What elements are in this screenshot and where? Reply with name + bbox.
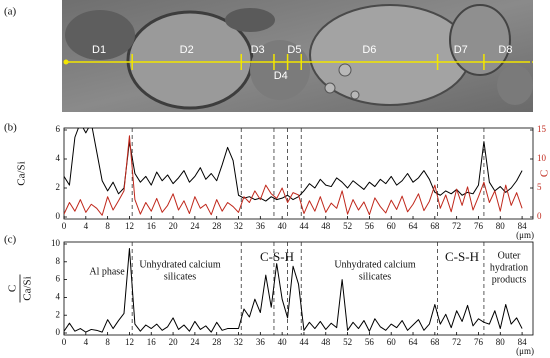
annotation: Unhydrated calcium	[139, 259, 221, 270]
x-tick-label: 24	[190, 221, 200, 231]
y-tick-label: 6	[56, 124, 61, 134]
x-tick-label: 64	[409, 337, 419, 347]
sem-image	[62, 0, 533, 112]
x-tick-label: 48	[321, 221, 331, 231]
segment-label: D4	[274, 70, 288, 82]
y-tick-label: 2	[56, 182, 61, 192]
annotation: products	[492, 274, 527, 285]
x-unit: (μm)	[516, 230, 534, 240]
segment-label: D5	[287, 44, 301, 56]
x-tick-label: 68	[430, 337, 440, 347]
x-tick-label: 16	[147, 221, 157, 231]
y-tick-label: 2	[56, 309, 61, 319]
panel-label: (b)	[4, 122, 17, 134]
x-tick-label: 52	[343, 337, 352, 347]
data-line	[64, 128, 523, 202]
y2-tick-label: 5	[537, 182, 542, 192]
y2-tick-label: 10	[537, 153, 547, 163]
x-tick-label: 56	[365, 337, 375, 347]
y-label-denominator: Ca/Si	[22, 276, 34, 300]
y2-tick-label: 0	[537, 211, 542, 221]
annotation: Unhydrated calcium	[334, 259, 416, 270]
x-tick-label: 0	[62, 221, 67, 231]
x-tick-label: 8	[105, 221, 110, 231]
x-tick-label: 60	[387, 337, 397, 347]
x-tick-label: 76	[474, 337, 484, 347]
x-tick-label: 12	[125, 221, 134, 231]
panel-label: (c)	[4, 234, 17, 246]
y-tick-label: 6	[56, 274, 61, 284]
x-tick-label: 84	[518, 337, 528, 347]
segment-label: D7	[454, 44, 468, 56]
y2-tick-label: 15	[537, 124, 547, 134]
x-tick-label: 60	[387, 221, 397, 231]
segment-label: D3	[251, 44, 265, 56]
x-tick-label: 80	[496, 337, 506, 347]
y-tick-label: 10	[51, 238, 61, 248]
data-line	[64, 247, 523, 333]
x-tick-label: 72	[452, 337, 461, 347]
x-tick-label: 84	[518, 221, 528, 231]
scan-start	[63, 59, 69, 65]
x-tick-label: 20	[169, 221, 179, 231]
x-tick-label: 64	[409, 221, 419, 231]
annotation: Outer	[498, 250, 521, 261]
x-tick-label: 36	[256, 337, 266, 347]
x-tick-label: 40	[278, 221, 288, 231]
x-tick-label: 24	[190, 337, 200, 347]
x-tick-label: 0	[62, 337, 67, 347]
x-tick-label: 44	[299, 337, 309, 347]
x-tick-label: 76	[474, 221, 484, 231]
y-axis-label: C Ca/Si	[7, 274, 34, 303]
y-tick-label: 0	[56, 327, 61, 337]
data-line	[64, 135, 523, 216]
x-tick-label: 48	[321, 337, 331, 347]
y-tick-label: 4	[56, 291, 61, 301]
annotation: silicates	[164, 271, 196, 282]
x-tick-label: 80	[496, 221, 506, 231]
x-tick-label: 44	[299, 221, 309, 231]
y-axis-label: Ca/Si	[16, 161, 28, 185]
segment-label: D6	[362, 44, 376, 56]
x-tick-label: 20	[169, 337, 179, 347]
x-tick-label: 40	[278, 337, 288, 347]
x-tick-label: 4	[84, 221, 89, 231]
segment-label: D2	[180, 44, 194, 56]
plot-frame	[63, 127, 534, 220]
x-unit: (μm)	[516, 346, 534, 356]
x-tick-label: 4	[84, 337, 89, 347]
annotation: C-S-H	[445, 249, 479, 264]
y-tick-label: 4	[56, 153, 61, 163]
x-tick-label: 72	[452, 221, 461, 231]
annotation: C-S-H	[260, 249, 294, 264]
x-tick-label: 32	[234, 337, 243, 347]
y-tick-label: 8	[56, 256, 61, 266]
x-tick-label: 36	[256, 221, 266, 231]
x-tick-label: 16	[147, 337, 157, 347]
segment-label: D8	[498, 44, 512, 56]
x-tick-label: 32	[234, 221, 243, 231]
segment-label: D1	[92, 44, 106, 56]
plot-lines	[64, 247, 523, 333]
y2-axis-label: C	[539, 170, 550, 177]
annotation: hydration	[490, 262, 528, 273]
x-tick-label: 28	[212, 337, 222, 347]
x-tick-label: 52	[343, 221, 352, 231]
y-label-numerator: C	[7, 285, 19, 292]
annotation: Al phase	[89, 266, 125, 277]
x-tick-label: 68	[430, 221, 440, 231]
panel-label: (a)	[4, 6, 17, 18]
plot-lines	[64, 128, 523, 216]
plot-frame	[63, 241, 534, 336]
x-tick-label: 28	[212, 221, 222, 231]
y-tick-label: 0	[56, 211, 61, 221]
annotation: silicates	[359, 271, 391, 282]
x-tick-label: 12	[125, 337, 134, 347]
x-tick-label: 8	[105, 337, 110, 347]
x-tick-label: 56	[365, 221, 375, 231]
